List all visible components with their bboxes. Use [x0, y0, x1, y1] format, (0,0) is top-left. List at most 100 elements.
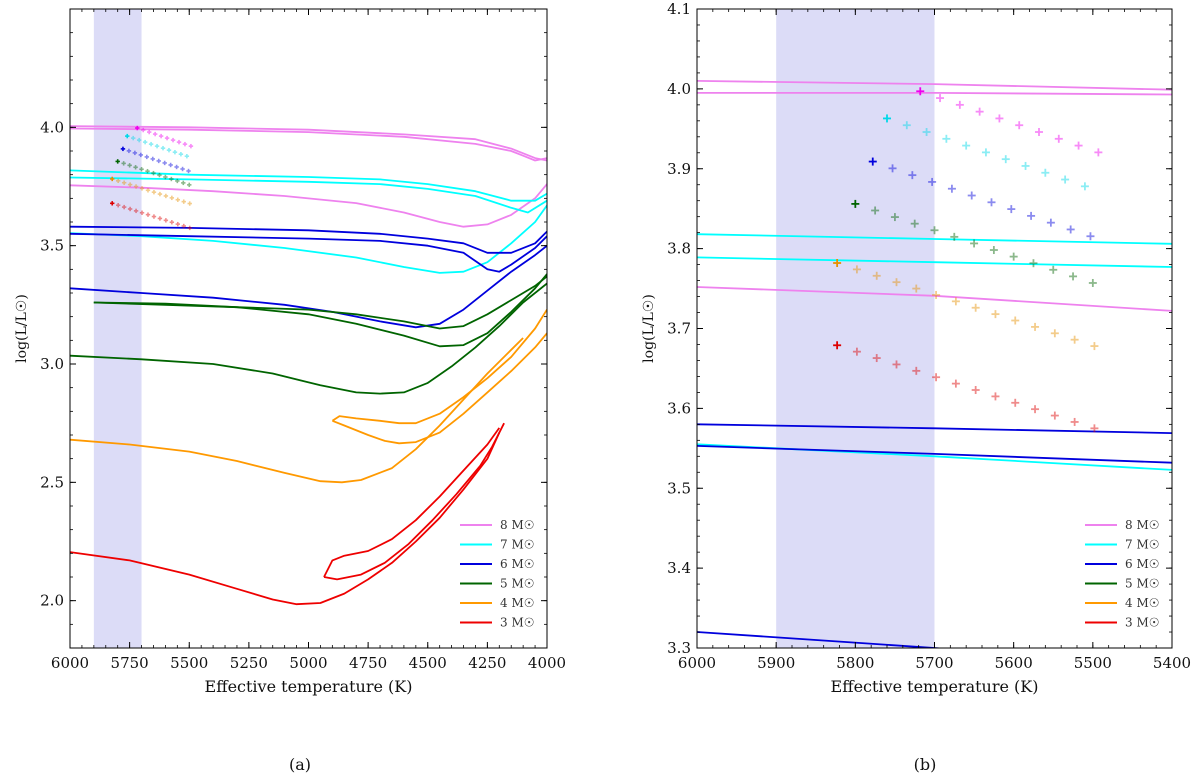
track-line-6msun-1 [697, 445, 1172, 464]
track-line-7msun-2 [70, 204, 547, 274]
marker-cross [991, 392, 1000, 401]
marker-cross [1070, 417, 1079, 426]
panel-a: 6000 5750 5500 5250 5000 4750 4500 4250 4000 2.0 2… [14, 8, 566, 774]
marker-cross [151, 170, 156, 176]
marker-cross [136, 137, 142, 143]
marker-cross [930, 226, 939, 235]
marker-cross [1050, 411, 1059, 420]
marker-cross [151, 189, 157, 195]
marker-cross [922, 128, 931, 137]
track-line-8msun-0 [70, 125, 547, 162]
marker-cross [176, 139, 182, 145]
marker-cross [168, 162, 173, 168]
marker-cross [910, 219, 919, 228]
x-tick-label: 5500 [170, 654, 208, 672]
marker-cross [139, 210, 145, 215]
marker-cross [1011, 398, 1020, 407]
marker-cross [184, 154, 190, 159]
marker-cross [158, 133, 164, 139]
x-tick-label: 5900 [757, 654, 795, 672]
marker-cross [892, 278, 901, 287]
x-axis-label: Effective temperature (K) [205, 677, 413, 696]
legend-label: 7 M☉ [500, 538, 535, 552]
marker-cross [851, 199, 860, 208]
marker-cross [132, 150, 138, 156]
marker-cross [152, 131, 158, 137]
x-tick-label: 5600 [995, 654, 1033, 672]
marker-cross [1090, 424, 1099, 433]
marker-cross [121, 161, 126, 166]
marker-cross [1011, 316, 1020, 325]
marker-cross [120, 146, 126, 152]
marker-cross [175, 178, 180, 184]
marker-cross [157, 216, 163, 221]
marker-cross [145, 212, 151, 217]
track-line-3msun-2 [70, 432, 501, 606]
marker-cross [162, 160, 167, 166]
legend-label: 8 M☉ [1125, 518, 1160, 532]
marker-cross [187, 201, 192, 206]
marker-cross [135, 125, 140, 131]
marker-cross [1015, 121, 1024, 130]
legend-label: 6 M☉ [1125, 557, 1160, 571]
y-tick-label: 3.5 [40, 237, 64, 255]
panel-b: 6000 5900 5800 5700 5600 5500 5400 3.3 3.4 3.5 3.6… [641, 0, 1191, 774]
legend-label: 6 M☉ [500, 557, 535, 571]
track-line-5msun-0 [93, 275, 547, 330]
marker-cross [187, 225, 192, 231]
panel-tag: (a) [289, 755, 311, 774]
marker-cross [1069, 272, 1078, 281]
marker-cross [947, 184, 956, 193]
x-tick-label: 4750 [349, 654, 387, 672]
marker-cross [888, 164, 897, 173]
x-tick-label: 4500 [409, 654, 447, 672]
marker-cross [169, 220, 175, 225]
marker-cross [131, 135, 136, 141]
marker-cross [872, 271, 881, 280]
track-line-6msun-2 [70, 244, 547, 329]
y-tick-label: 3.4 [667, 559, 691, 577]
marker-cross [1050, 329, 1059, 338]
marker-cross [1070, 335, 1079, 344]
legend-label: 7 M☉ [1125, 538, 1160, 552]
legend-label: 3 M☉ [500, 616, 535, 630]
track-line-8msun-2 [70, 183, 547, 228]
marker-cross [127, 163, 132, 168]
track-line-7msun-1 [697, 256, 1172, 268]
marker-cross [981, 148, 990, 157]
panel-tag: (b) [914, 755, 937, 774]
track-line-3msun-0 [323, 427, 501, 578]
marker-cross [151, 214, 157, 219]
y-tick-label: 2.0 [40, 592, 64, 610]
marker-cross [1031, 405, 1040, 414]
y-tick-label: 3.5 [667, 479, 691, 497]
marker-cross [975, 107, 984, 116]
marker-cross [142, 139, 148, 145]
marker-cross [1049, 265, 1058, 274]
marker-cross [110, 201, 115, 206]
marker-cross [154, 143, 160, 149]
marker-cross [942, 134, 951, 143]
marker-cross [187, 182, 192, 188]
marker-cross [181, 199, 186, 204]
marker-cross [175, 221, 181, 227]
marker-cross [1035, 128, 1043, 137]
marker-cross [868, 157, 877, 166]
marker-cross [133, 184, 139, 189]
marker-cross [1066, 225, 1075, 234]
track-line-8msun-2 [697, 286, 1172, 312]
marker-cross [995, 114, 1004, 123]
marker-cross [833, 259, 842, 268]
marker-cross [908, 171, 917, 180]
marker-cross [163, 193, 169, 199]
marker-cross [1080, 182, 1089, 191]
x-tick-label: 4000 [528, 654, 566, 672]
marker-cross [1031, 322, 1040, 331]
marker-cross [852, 265, 861, 274]
track-line-8msun-1 [70, 127, 547, 162]
y-axis-label: log(L/L☉) [14, 294, 30, 363]
marker-cross [182, 141, 188, 147]
marker-cross [1054, 134, 1063, 143]
marker-cross [871, 206, 880, 215]
marker-cross [1074, 141, 1083, 150]
